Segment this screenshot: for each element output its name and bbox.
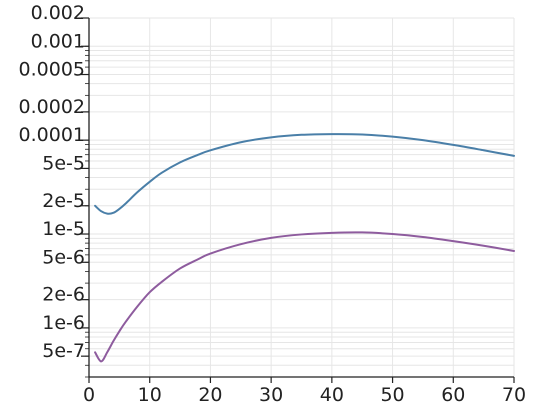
x-tick-label: 0 [83,384,95,406]
y-tick-label: 0.001 [31,30,85,52]
y-tick-label: 5e-5 [42,152,85,174]
x-tick-label: 40 [320,384,344,406]
y-tick-label: 5e-6 [42,246,85,268]
y-tick-label: 0.0005 [19,59,85,81]
series-line-1 [94,133,515,215]
y-tick-label: 1e-5 [42,218,85,240]
x-tick-label: 50 [380,384,404,406]
y-tick-label: 0.0002 [19,96,85,118]
axis-ticks [81,17,515,383]
y-tick-label: 0.0001 [19,124,85,146]
series-layer [94,133,515,363]
grid [89,17,515,378]
y-tick-label: 0.002 [31,2,85,24]
x-tick-label: 70 [502,384,526,406]
x-tick-label: 20 [198,384,222,406]
y-tick-label: 2e-5 [42,190,85,212]
x-tick-label: 10 [138,384,162,406]
x-tick-label: 60 [441,384,465,406]
series-line-2 [94,231,515,363]
y-tick-label: 2e-6 [42,284,85,306]
tick-labels: 0 10 20 30 40 50 60 70 5e-7 1e-6 2e-6 5e-6 1e-5 2e-5 5… [19,2,527,406]
y-tick-label: 1e-6 [42,312,85,334]
x-tick-label: 30 [259,384,283,406]
y-tick-label: 5e-7 [42,340,85,362]
